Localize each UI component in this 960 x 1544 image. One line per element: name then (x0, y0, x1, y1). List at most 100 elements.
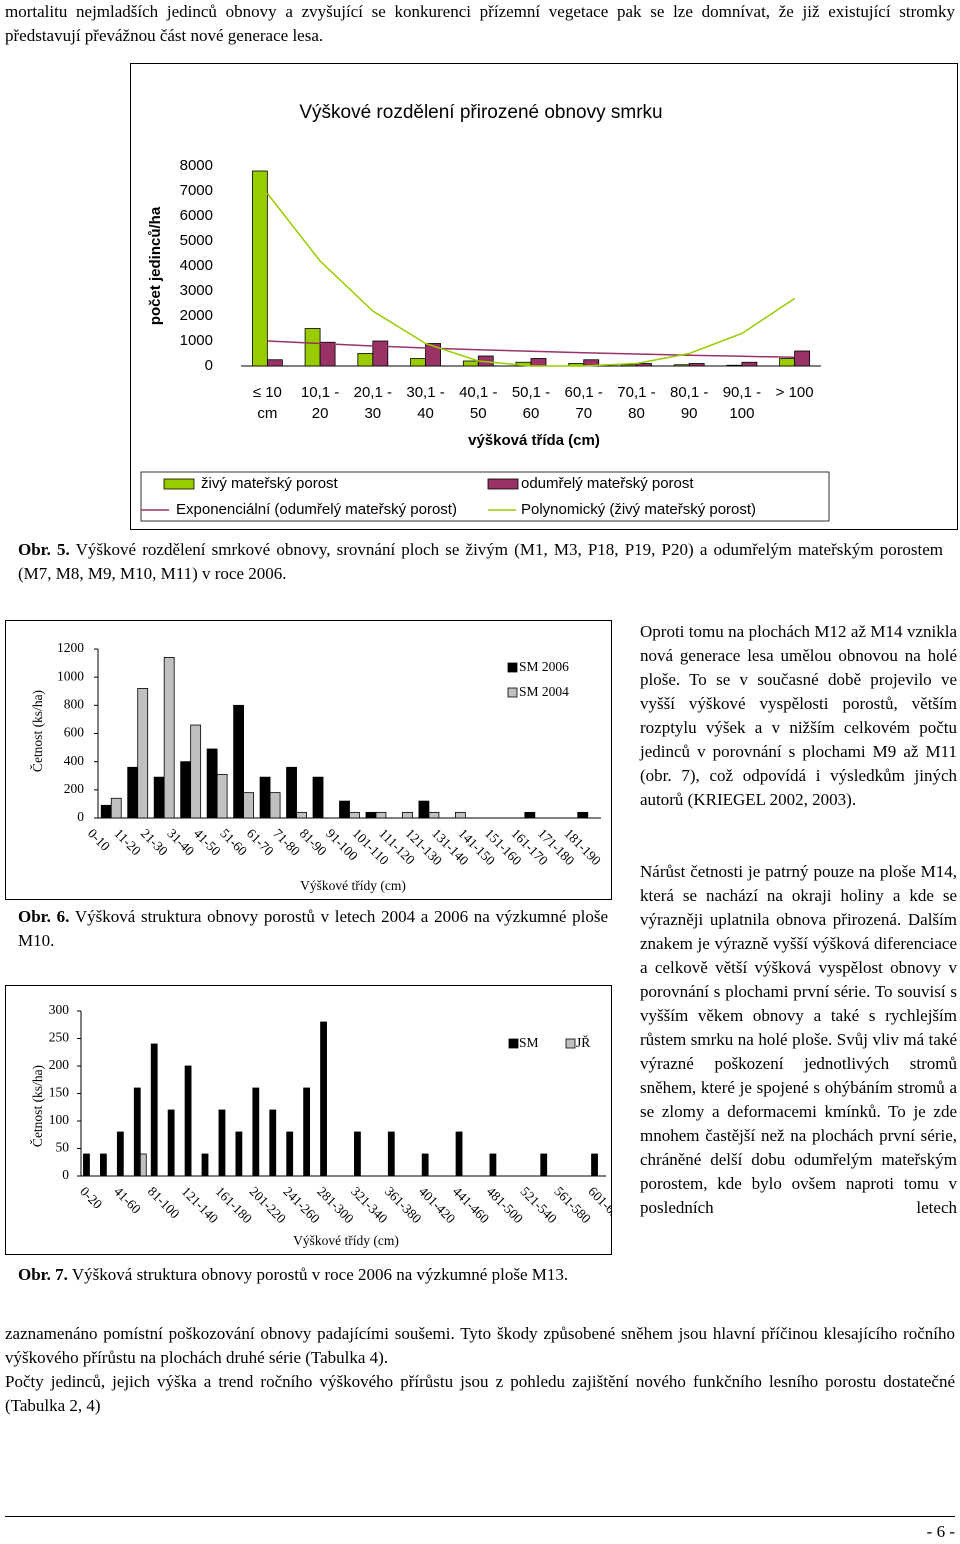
x-tick-label: 41-50 (191, 826, 224, 859)
y-tick-label: 3000 (180, 282, 213, 299)
bar (365, 811, 377, 819)
y-axis-title: počet jedinců/ha (147, 206, 164, 325)
paragraph: Nárůst četnosti je patrný pouze na ploše… (640, 862, 957, 1217)
bar (252, 1087, 260, 1177)
bar (116, 1131, 124, 1177)
paragraph: Počty jedinců, jejich výška a trend ročn… (5, 1372, 955, 1415)
legend-label: živý mateřský porost (201, 475, 339, 492)
legend-label: JŘ (576, 1035, 590, 1050)
x-tick-label: 50 (470, 405, 487, 422)
x-tick-label: 71-80 (270, 826, 303, 859)
x-tick-label: 40,1 - (459, 384, 497, 401)
bar (180, 761, 192, 819)
x-tick-label: 90 (681, 405, 698, 422)
legend-swatch (163, 478, 195, 490)
legend-label: Polynomický (živý mateřský porost) (521, 501, 756, 518)
intro-paragraph: mortalitu nejmladších jedinců obnovy a z… (5, 2, 955, 45)
x-tick-label: 70 (575, 405, 592, 422)
bar (402, 811, 413, 819)
bar (206, 748, 218, 819)
x-axis-title: výšková třída (cm) (468, 432, 600, 449)
bar (150, 1043, 158, 1177)
y-tick-label: 0 (77, 809, 84, 824)
bar (621, 364, 637, 367)
x-tick-label: 70,1 - (617, 384, 655, 401)
bar (591, 1153, 598, 1177)
chart-3: 0 50 100 150 200 250 300 Četnost (ks/ha) Výškové… (5, 985, 612, 1255)
x-tick-label: 11-20 (111, 826, 144, 859)
bar (137, 688, 149, 819)
x-tick-label: 241-260 (280, 1184, 323, 1227)
y-tick-label: 1000 (57, 668, 84, 683)
bar (577, 811, 589, 819)
bar (100, 804, 112, 819)
bar (524, 811, 536, 819)
caption-text: Výšková struktura obnovy porostů v roce … (71, 1265, 569, 1284)
bar (425, 343, 441, 367)
bar (286, 766, 297, 819)
x-tick-label: 361-380 (382, 1184, 425, 1227)
bar (741, 361, 758, 367)
bar (349, 811, 360, 819)
x-tick-label: 31-40 (164, 826, 197, 859)
bar (418, 800, 430, 819)
x-tick-label: 20 (312, 405, 329, 422)
legend-label: odumřelý mateřský porost (521, 475, 694, 492)
x-tick-label: 20,1 - (354, 384, 392, 401)
bar (673, 364, 690, 367)
paragraph: zaznamenáno pomístní poškozování obnovy … (5, 1324, 955, 1367)
caption: Obr. 7. Výšková struktura obnovy porostů… (18, 1263, 608, 1287)
legend-swatch (507, 662, 518, 673)
y-tick-label: 100 (49, 1112, 70, 1127)
bar (357, 353, 374, 367)
y-tick-label: 50 (56, 1140, 70, 1155)
trend-line (266, 193, 796, 367)
legend-label: SM (519, 1035, 539, 1050)
x-tick-label: 60,1 - (565, 384, 603, 401)
y-tick-label: 0 (205, 357, 213, 374)
caption-text: Výšková struktura obnovy porostů v letec… (18, 907, 608, 950)
x-tick-label: 10,1 - (301, 384, 339, 401)
bar (339, 800, 350, 819)
page-number: - 6 - (926, 1522, 955, 1541)
paragraph: Oproti tomu na plochách M12 až M14 vznik… (640, 622, 957, 809)
bar (139, 1153, 147, 1177)
x-tick-label: 61-70 (244, 826, 277, 859)
bar (319, 341, 336, 367)
legend-label: SM 2006 (519, 659, 569, 674)
caption-text: Výškové rozdělení smrkové obnovy, srovná… (18, 540, 943, 583)
x-tick-label: 481-500 (484, 1184, 527, 1227)
legend-box (140, 471, 830, 522)
x-tick-label: 41-60 (111, 1184, 144, 1217)
chart-1: Výškové rozdělení přirozené obnovy smrku… (130, 63, 958, 530)
bar (100, 1153, 107, 1177)
y-tick-label: 250 (49, 1030, 70, 1045)
x-tick-label: 161-180 (213, 1184, 256, 1227)
bar (127, 766, 139, 819)
bar (530, 358, 547, 367)
bar (455, 1131, 463, 1177)
x-tick-label: 51-60 (217, 826, 250, 859)
x-tick-label: 30 (364, 405, 381, 422)
caption-label: Obr. 7. (18, 1265, 68, 1284)
x-tick-label: 81-100 (145, 1184, 183, 1222)
bar (320, 1021, 327, 1177)
bar (410, 358, 426, 367)
caption-label: Obr. 6. (18, 907, 70, 926)
bar (354, 1131, 361, 1177)
footer-rule (5, 1516, 955, 1517)
y-tick-label: 4000 (180, 257, 213, 274)
bar (110, 797, 122, 819)
x-tick-label: 0-20 (77, 1184, 105, 1212)
bar (454, 811, 466, 819)
bar (688, 363, 705, 367)
legend-swatch (507, 687, 518, 698)
bar (304, 328, 321, 367)
x-tick-label: 100 (729, 405, 754, 422)
y-tick-label: 1200 (57, 640, 84, 655)
bar (462, 360, 479, 367)
x-tick-label: > 100 (776, 384, 814, 401)
x-tick-label: 80 (628, 405, 645, 422)
bar (235, 1131, 243, 1177)
